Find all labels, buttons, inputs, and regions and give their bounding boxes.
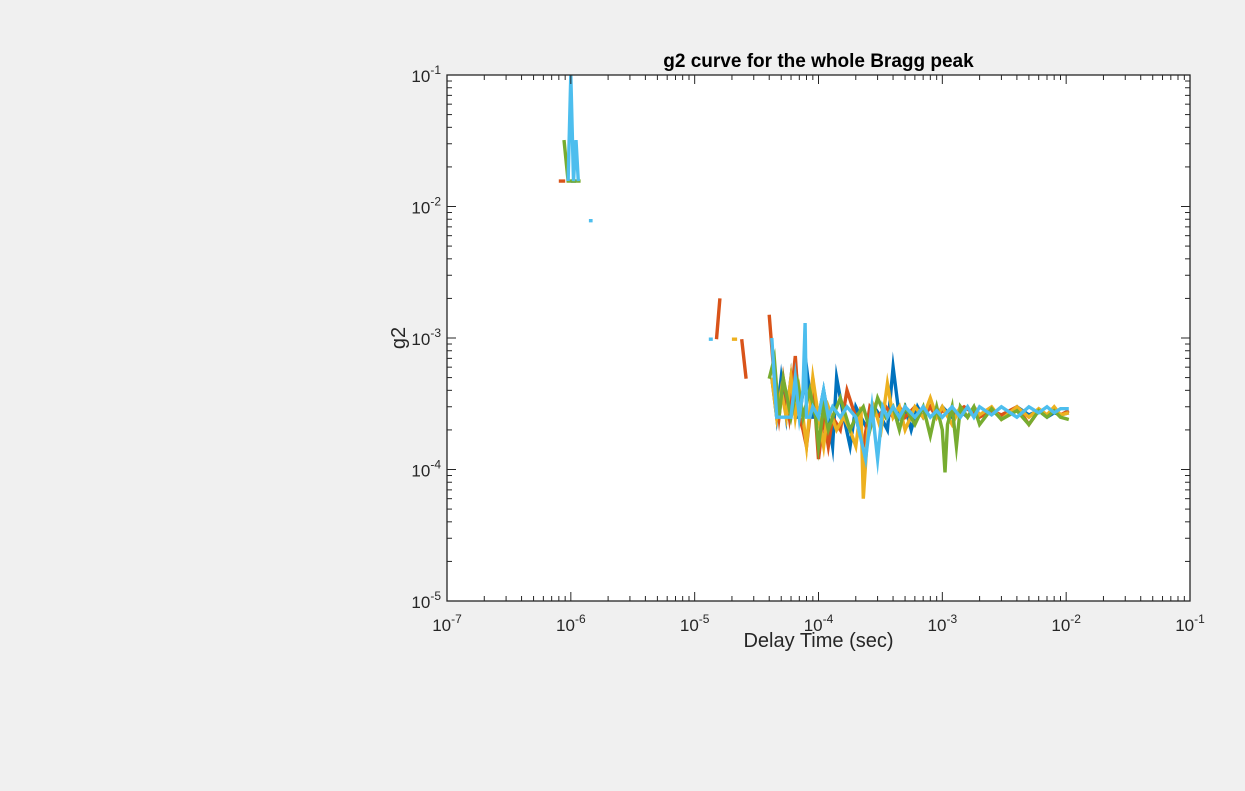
axes-frame <box>446 74 1191 602</box>
y-tick-label: 10-1 <box>411 63 441 86</box>
y-tick-label: 10-5 <box>411 589 441 612</box>
y-tick-label: 10-2 <box>411 195 441 218</box>
chart-title: g2 curve for the whole Bragg peak <box>663 51 974 72</box>
y-axis-label: g2 <box>388 327 410 349</box>
x-tick-label: 10-6 <box>556 612 586 635</box>
x-axis-label: Delay Time (sec) <box>743 630 893 652</box>
series-line-2 <box>558 179 1070 460</box>
x-tick-label: 10-1 <box>1175 612 1205 635</box>
series-line-5 <box>566 74 1069 476</box>
x-tick-label: 10-5 <box>680 612 710 635</box>
axes-background <box>447 75 1190 601</box>
series-layer <box>558 74 1070 499</box>
labels-layer: 10-7 10-6 10-5 10-4 10-3 10-2 10-1 10-5 10-4 10-3… <box>411 63 1205 635</box>
x-tick-label: 10-7 <box>432 612 462 635</box>
x-tick-label: 10-2 <box>1051 612 1081 635</box>
y-tick-label: 10-3 <box>411 326 441 349</box>
x-tick-label: 10-4 <box>804 612 834 635</box>
x-tick-label: 10-3 <box>928 612 958 635</box>
y-tick-label: 10-4 <box>411 458 441 481</box>
